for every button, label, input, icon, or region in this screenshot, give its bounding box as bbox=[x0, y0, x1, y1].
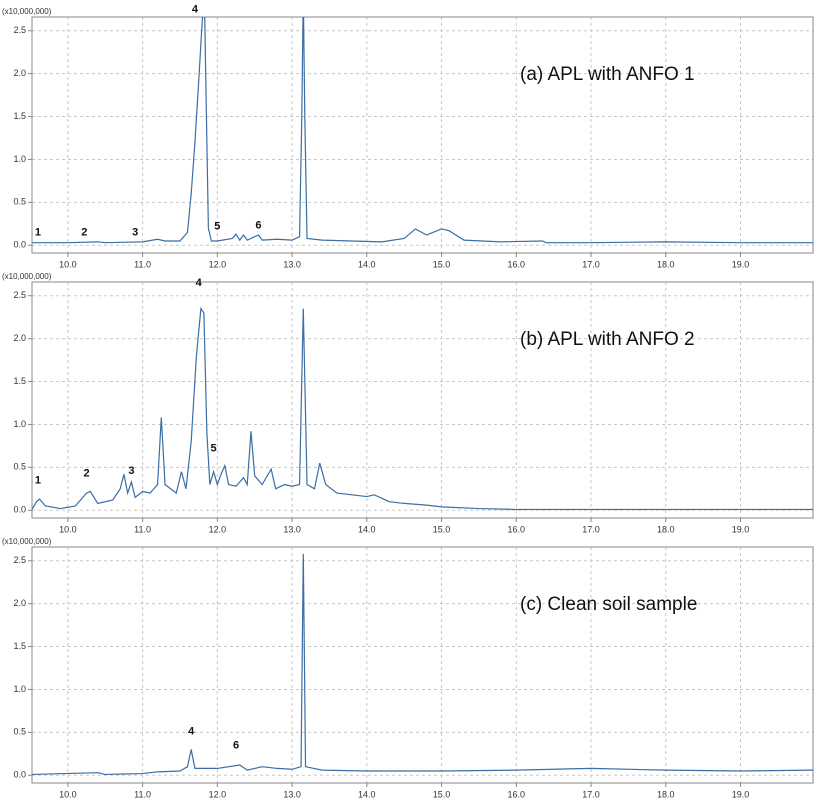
x-tick-label: 10.0 bbox=[59, 524, 77, 534]
peak-label: 4 bbox=[196, 277, 203, 289]
x-tick-label: 13.0 bbox=[283, 524, 301, 534]
x-tick-label: 19.0 bbox=[732, 789, 750, 799]
x-tick-label: 18.0 bbox=[657, 789, 675, 799]
peak-label: 1 bbox=[35, 227, 41, 239]
y-tick-label: 2.0 bbox=[13, 598, 26, 608]
trace bbox=[32, 17, 813, 244]
x-tick-label: 18.0 bbox=[657, 524, 675, 534]
y-unit: (x10,000,000) bbox=[2, 272, 52, 281]
x-tick-label: 13.0 bbox=[283, 259, 301, 269]
panel-title: (c) Clean soil sample bbox=[520, 594, 697, 615]
x-tick-label: 17.0 bbox=[582, 789, 600, 799]
x-tick-label: 16.0 bbox=[508, 259, 526, 269]
x-tick-label: 15.0 bbox=[433, 259, 451, 269]
y-tick-label: 1.0 bbox=[13, 419, 26, 429]
peak-label: 5 bbox=[214, 221, 220, 233]
peak-label: 3 bbox=[132, 227, 138, 239]
x-tick-label: 19.0 bbox=[732, 259, 750, 269]
trace bbox=[32, 306, 813, 511]
peak-label: 1 bbox=[35, 474, 41, 486]
panel-title: (b) APL with ANFO 2 bbox=[520, 329, 695, 350]
y-tick-label: 0.5 bbox=[13, 462, 26, 472]
y-unit: (x10,000,000) bbox=[2, 7, 52, 16]
y-tick-label: 0.5 bbox=[13, 727, 26, 737]
peak-label: 4 bbox=[188, 726, 195, 738]
x-tick-label: 12.0 bbox=[209, 259, 227, 269]
y-tick-label: 1.5 bbox=[13, 111, 26, 121]
x-tick-label: 14.0 bbox=[358, 259, 376, 269]
peak-label: 2 bbox=[81, 227, 87, 239]
panel: (x10,000,000) 10.0 11.0 12.0 13.0 14.0 15.0 16.… bbox=[2, 537, 814, 799]
y-tick-label: 1.5 bbox=[13, 376, 26, 386]
x-tick-label: 17.0 bbox=[582, 259, 600, 269]
y-tick-label: 0.0 bbox=[13, 505, 26, 515]
x-tick-label: 15.0 bbox=[433, 789, 451, 799]
trace bbox=[32, 553, 813, 776]
x-tick-label: 16.0 bbox=[508, 524, 526, 534]
x-tick-label: 17.0 bbox=[582, 524, 600, 534]
x-tick-label: 11.0 bbox=[134, 259, 151, 269]
y-tick-label: 2.5 bbox=[13, 555, 26, 565]
y-tick-label: 1.0 bbox=[13, 684, 26, 694]
x-tick-label: 19.0 bbox=[732, 524, 750, 534]
x-tick-label: 14.0 bbox=[358, 789, 376, 799]
peak-label: 3 bbox=[128, 465, 134, 477]
peak-label: 5 bbox=[211, 443, 217, 455]
peak-label: 6 bbox=[255, 220, 261, 232]
x-tick-label: 14.0 bbox=[358, 524, 376, 534]
x-tick-label: 15.0 bbox=[433, 524, 451, 534]
y-tick-label: 0.5 bbox=[13, 197, 26, 207]
x-tick-label: 11.0 bbox=[134, 789, 151, 799]
y-unit: (x10,000,000) bbox=[2, 537, 52, 546]
y-tick-label: 2.0 bbox=[13, 333, 26, 343]
y-tick-label: 0.0 bbox=[13, 240, 26, 250]
x-tick-label: 18.0 bbox=[657, 259, 675, 269]
x-tick-label: 13.0 bbox=[283, 789, 301, 799]
y-tick-label: 2.5 bbox=[13, 25, 26, 35]
x-tick-label: 16.0 bbox=[508, 789, 526, 799]
panel: (x10,000,000)10.0 11.0 12.0 13.0 14.0 15.0 16.… bbox=[2, 272, 814, 534]
plot-frame bbox=[31, 546, 814, 784]
y-tick-label: 0.0 bbox=[13, 770, 26, 780]
panel-title: (a) APL with ANFO 1 bbox=[520, 64, 695, 85]
x-tick-label: 10.0 bbox=[59, 789, 77, 799]
peak-label: 6 bbox=[233, 739, 239, 751]
plot-frame bbox=[31, 16, 814, 254]
x-tick-label: 12.0 bbox=[209, 789, 227, 799]
y-tick-label: 1.5 bbox=[13, 641, 26, 651]
peak-label: 4 bbox=[192, 3, 199, 15]
peak-label: 2 bbox=[83, 468, 89, 480]
panel: (x10,000,000)10.0 11.0 12.0 13.0 14.0 15.0 16.… bbox=[2, 3, 814, 269]
x-tick-label: 11.0 bbox=[134, 524, 151, 534]
y-tick-label: 1.0 bbox=[13, 154, 26, 164]
x-tick-label: 12.0 bbox=[209, 524, 227, 534]
x-tick-label: 10.0 bbox=[59, 259, 77, 269]
y-tick-label: 2.5 bbox=[13, 290, 26, 300]
plot-frame bbox=[31, 281, 814, 519]
y-tick-label: 2.0 bbox=[13, 68, 26, 78]
